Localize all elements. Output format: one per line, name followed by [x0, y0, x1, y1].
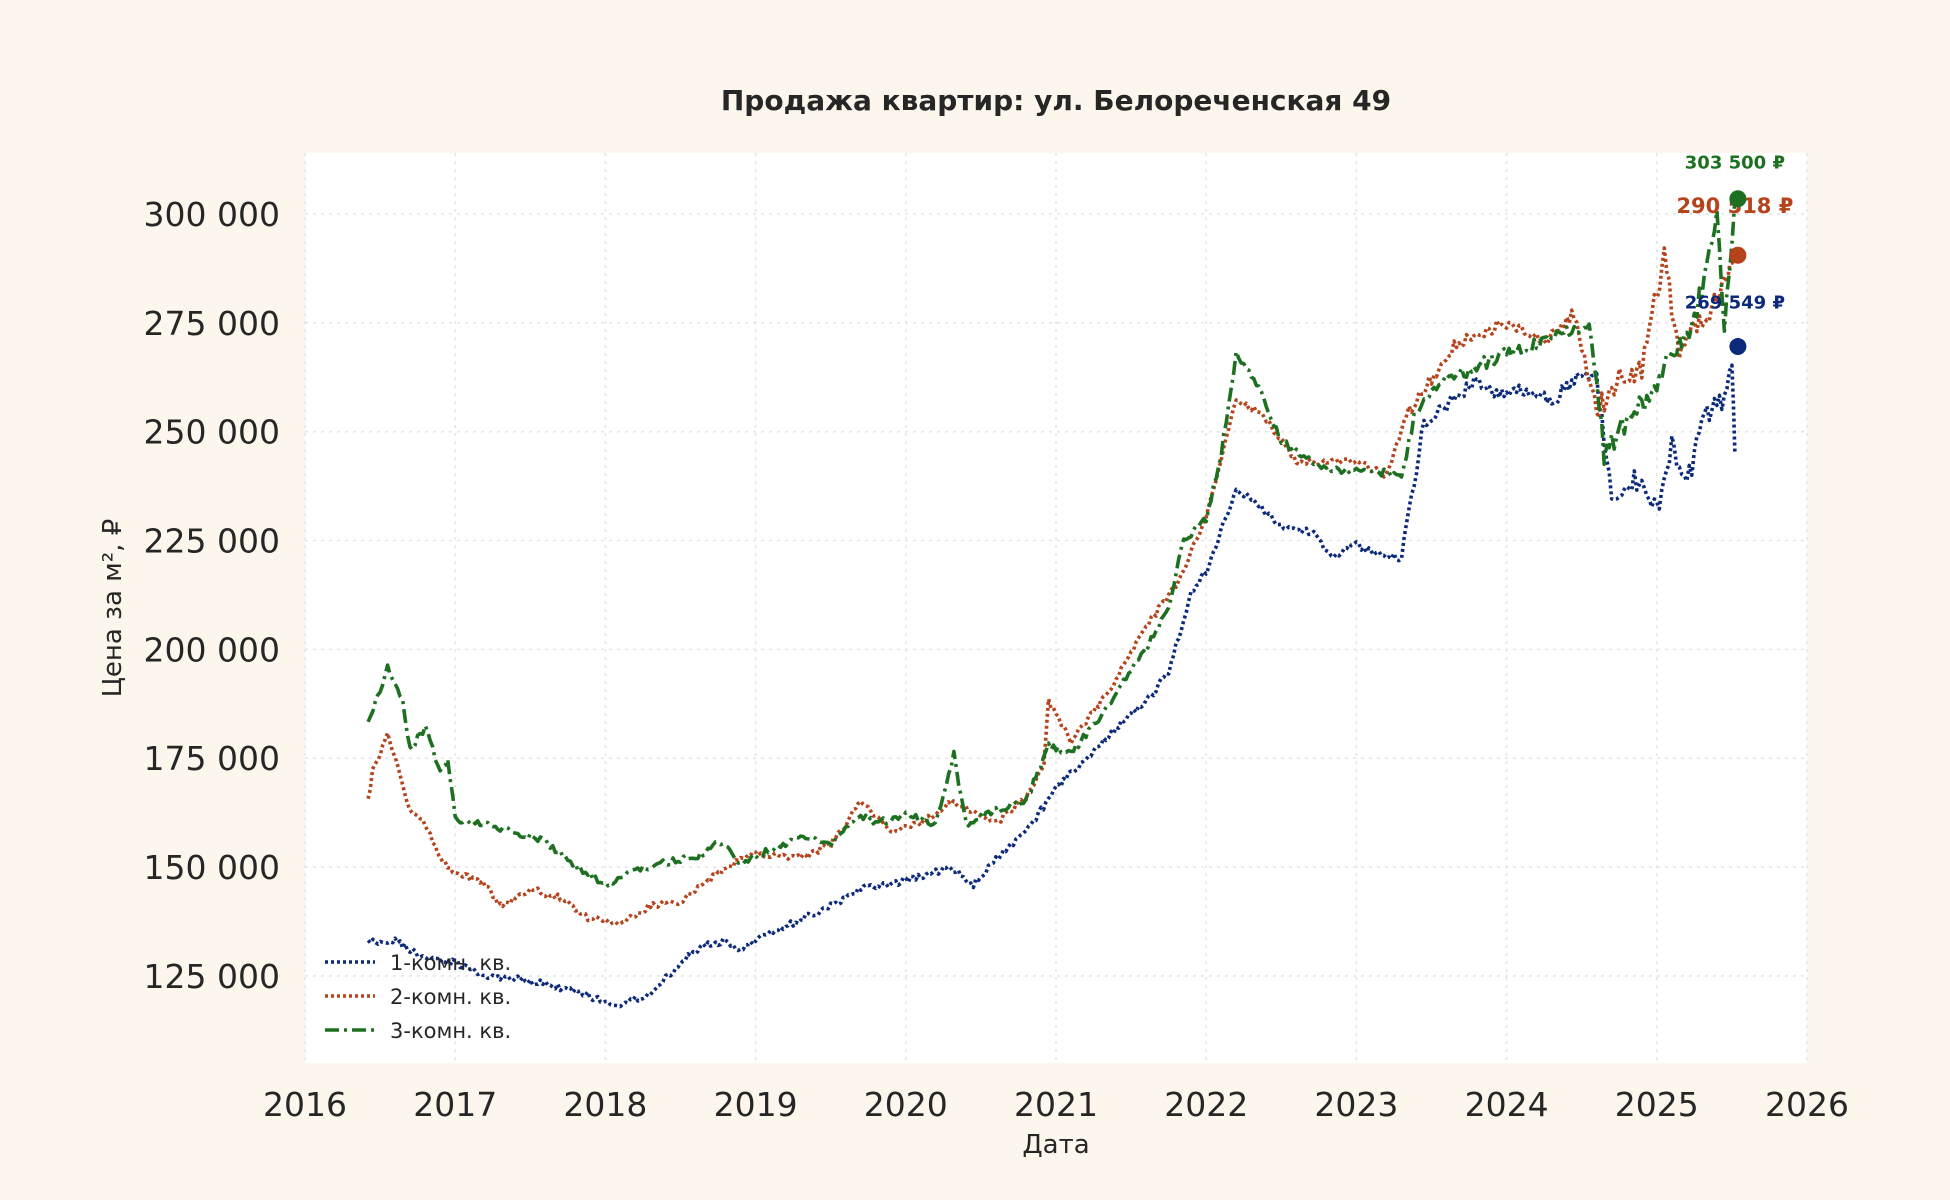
x-tick-label: 2018 — [563, 1085, 647, 1124]
x-tick-label: 2026 — [1765, 1085, 1849, 1124]
legend-label-3: 3-комн. кв. — [390, 1019, 511, 1043]
y-tick-label: 150 000 — [144, 848, 280, 887]
y-tick-label: 250 000 — [144, 413, 280, 452]
series-line-3 — [366, 198, 1737, 888]
x-tick-label: 2024 — [1465, 1085, 1549, 1124]
x-tick-label: 2020 — [864, 1085, 948, 1124]
x-tick-label: 2017 — [413, 1085, 497, 1124]
y-tick-labels: 125 000 150 000 175 000 200 000 225 000 250 0… — [144, 195, 280, 996]
y-tick-label: 275 000 — [144, 304, 280, 343]
x-tick-label: 2025 — [1615, 1085, 1699, 1124]
y-tick-label: 175 000 — [144, 739, 280, 778]
end-value-label-3: 303 500 ₽ — [1685, 153, 1785, 174]
x-tick-label: 2023 — [1314, 1085, 1398, 1124]
legend-label-1: 1-комн. кв. — [390, 951, 511, 975]
x-axis-label: Дата — [1022, 1130, 1089, 1160]
end-marker-1 — [1729, 338, 1747, 356]
series-layer — [366, 198, 1737, 1009]
series-line-2 — [366, 246, 1737, 927]
x-tick-label: 2016 — [263, 1085, 347, 1124]
y-tick-label: 300 000 — [144, 195, 280, 234]
end-markers: 269 549 ₽290 518 ₽303 500 ₽ — [1676, 153, 1793, 356]
end-marker-3 — [1729, 190, 1747, 208]
x-tick-label: 2021 — [1014, 1085, 1098, 1124]
y-tick-label: 125 000 — [144, 957, 280, 996]
chart-title: Продажа квартир: ул. Белореченская 49 — [721, 84, 1391, 117]
y-tick-label: 225 000 — [144, 522, 280, 561]
y-tick-label: 200 000 — [144, 630, 280, 669]
grid-lines — [304, 153, 1808, 1063]
x-tick-label: 2022 — [1164, 1085, 1248, 1124]
legend-label-2: 2-комн. кв. — [390, 985, 511, 1009]
plot-area — [305, 153, 1807, 1063]
x-tick-label: 2019 — [714, 1085, 798, 1124]
end-marker-2 — [1729, 246, 1747, 264]
series-line-1 — [366, 363, 1737, 1009]
y-axis-label: Цена за м², ₽ — [98, 519, 128, 698]
x-tick-labels: 2016 2017 2018 2019 2020 2021 2022 2023 2024 2025… — [263, 1085, 1849, 1124]
legend: 1-комн. кв. 2-комн. кв. 3-комн. кв. — [325, 951, 511, 1043]
end-value-label-1: 269 549 ₽ — [1685, 293, 1785, 314]
